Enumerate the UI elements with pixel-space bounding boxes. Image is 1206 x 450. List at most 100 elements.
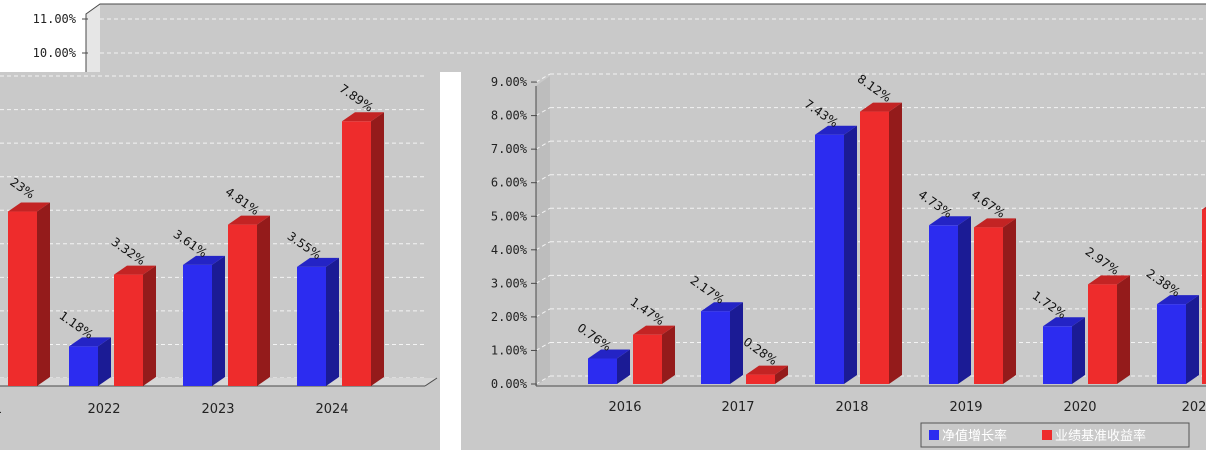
legend-swatch [1042,430,1052,440]
bar-side [662,325,675,384]
bar-net-value-growth [297,257,339,386]
grid-line-depth [535,73,551,83]
bar-top [701,302,743,312]
bar-front [183,264,212,386]
y-tick-label: 7.00% [491,142,528,156]
bar-benchmark-return [633,325,675,384]
bar-front [69,346,98,386]
bar-top [69,337,111,347]
bar-benchmark-return [114,265,156,386]
y-tick-label: 0.00% [491,377,528,391]
bar-front [1088,284,1117,384]
grid-line-depth [535,140,551,150]
bar-front [1157,304,1186,384]
bar-front [588,358,617,384]
y-tick-label: 1.00% [491,343,528,357]
bar-side [617,349,630,384]
bar-side [1186,295,1199,384]
bar-benchmark-return [746,365,788,384]
y-tick-label: 5.00% [491,209,528,223]
bar-front [228,224,257,386]
x-tick-label: 2023 [201,402,234,417]
legend-label: 业绩基准收益率 [1055,428,1146,444]
bar-side [98,337,111,386]
legend-swatch [929,430,939,440]
bar-benchmark-return [342,112,384,386]
x-tick-label: 2022 [87,402,120,417]
bar-benchmark-return [1202,206,1206,384]
bar-net-value-growth [588,349,630,384]
bar-top [297,257,339,267]
bar-net-value-growth [1157,295,1199,384]
bar-side [212,255,225,386]
x-tick-label: 2016 [608,400,641,415]
bar-front [974,227,1003,384]
plot-frame [85,3,1206,72]
bar-side [889,102,902,384]
bar-benchmark-return [974,218,1016,384]
bar-front [1043,326,1072,384]
bar-top [8,202,50,212]
bar-side [37,202,50,386]
bar-net-value-growth [183,255,225,386]
bar-benchmark-return [8,202,50,386]
bar-front [1202,209,1206,384]
chart-panel-left: 23%11.18%3.32%20223.61%4.81%20233.55%7.8… [0,72,448,450]
bar-top [746,365,788,375]
bar-side [143,265,156,386]
bar-side [326,257,339,386]
y-tick-label: 8.00% [491,109,528,123]
y-tick-label: 3.00% [491,276,528,290]
bar-top [1088,275,1130,285]
y-tick-label: 4.00% [491,243,528,257]
grid-line-depth [535,107,551,117]
grid-line-depth [535,342,551,351]
bar-benchmark-return [228,215,270,386]
grid-line-depth [535,274,551,284]
bar-front [342,121,371,386]
bar-top [815,125,857,135]
chart-panel-top: 11.00% 10.00% [33,3,1206,72]
bar-side [1072,317,1085,384]
grid-line-depth [535,207,551,217]
x-tick-label: 2019 [949,400,982,415]
plot-side-wall [536,76,550,386]
bar-side [730,302,743,384]
y-tick-label: 6.00% [491,176,528,190]
y-tick-label: 11.00% [33,12,77,26]
bar-top [633,325,675,335]
bar-side [371,112,384,386]
x-tick-label: 1 [0,402,2,417]
bar-top [183,255,225,265]
grid-line-depth [535,174,551,184]
bar-side [257,215,270,386]
x-tick-label: 202 [1182,400,1206,415]
y-tick-label: 10.00% [33,46,77,60]
bar-top [1202,206,1206,210]
bar-front [297,266,326,386]
bar-front [114,274,143,386]
bar-front [929,225,958,384]
y-tick-label: 2.00% [491,310,528,324]
bar-net-value-growth [929,216,971,384]
bar-front [633,334,662,384]
bar-net-value-growth [815,125,857,384]
x-tick-label: 2017 [721,400,754,415]
bar-side [844,125,857,384]
grid-line-depth [535,308,551,318]
bar-front [860,111,889,384]
bar-net-value-growth [1043,317,1085,384]
legend: 净值增长率 业绩基准收益率 [920,422,1190,448]
bar-net-value-growth [69,337,111,386]
bar-top [588,349,630,359]
bar-side [1003,218,1016,384]
bar-front [815,134,844,384]
grid-line-depth [535,241,551,251]
x-tick-label: 2020 [1063,400,1096,415]
x-tick-label: 2024 [315,402,348,417]
bar-front [746,374,775,384]
legend-box [920,422,1190,448]
bar-front [8,211,37,386]
bar-top [114,265,156,275]
